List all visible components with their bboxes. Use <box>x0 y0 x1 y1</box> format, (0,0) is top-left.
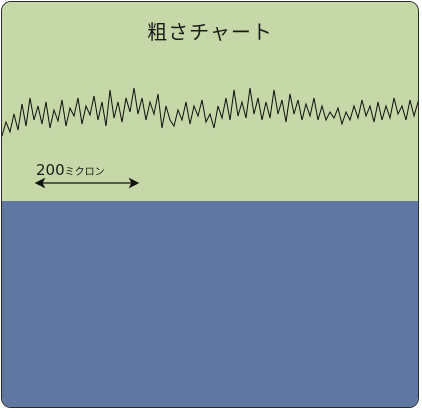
scale-bar <box>34 177 140 189</box>
scale-label: 200ミクロン <box>36 161 105 179</box>
scale-bar-right-arrowhead <box>128 177 140 189</box>
chart-area <box>2 2 418 201</box>
roughness-chart-panel: 粗さチャート 200ミクロン <box>1 1 419 408</box>
roughness-trace <box>2 87 418 137</box>
chart-title: 粗さチャート <box>147 20 273 44</box>
scale-value: 200 <box>36 161 65 179</box>
surface-block <box>2 201 418 407</box>
scale-bar-left-arrowhead <box>34 177 46 189</box>
scale-unit: ミクロン <box>64 167 105 178</box>
chart-overlay <box>2 87 418 189</box>
